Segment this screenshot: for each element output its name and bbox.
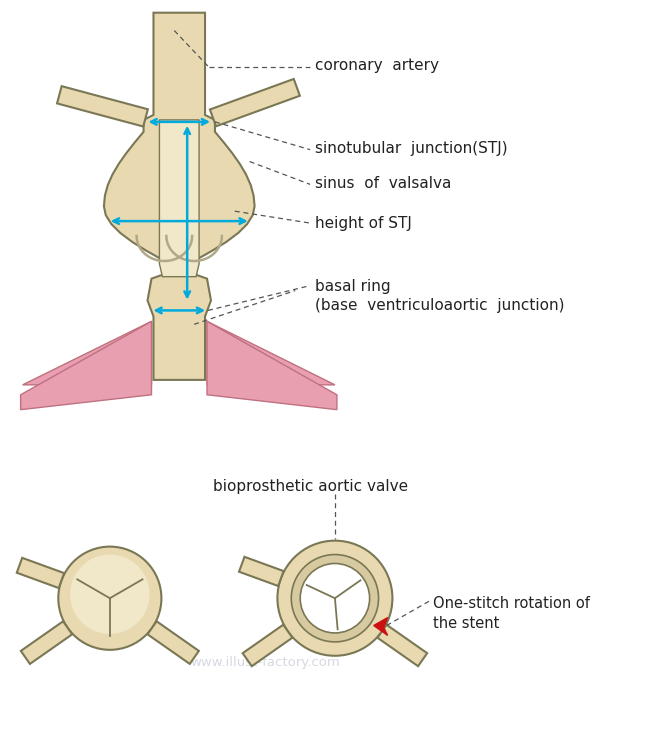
Polygon shape bbox=[207, 322, 335, 385]
Circle shape bbox=[291, 555, 378, 642]
Text: sinus  of  valsalva: sinus of valsalva bbox=[315, 176, 452, 191]
Circle shape bbox=[58, 547, 161, 650]
Polygon shape bbox=[207, 322, 337, 409]
Text: height of STJ: height of STJ bbox=[315, 216, 412, 230]
Polygon shape bbox=[104, 12, 255, 380]
Circle shape bbox=[300, 564, 370, 633]
Polygon shape bbox=[374, 618, 387, 635]
Text: coronary  artery: coronary artery bbox=[315, 58, 439, 73]
Text: www.illust-factory.com: www.illust-factory.com bbox=[190, 656, 341, 669]
Polygon shape bbox=[159, 120, 199, 276]
Polygon shape bbox=[57, 86, 148, 126]
Circle shape bbox=[278, 541, 393, 656]
Polygon shape bbox=[378, 625, 427, 666]
Text: basal ring
(base  ventriculoaortic  junction): basal ring (base ventriculoaortic juncti… bbox=[315, 279, 565, 314]
Text: One-stitch rotation of
the stent: One-stitch rotation of the stent bbox=[433, 596, 590, 631]
Polygon shape bbox=[239, 557, 283, 586]
Text: www.illust-factory.com: www.illust-factory.com bbox=[94, 349, 244, 362]
Polygon shape bbox=[21, 621, 72, 664]
Text: bioprosthetic aortic valve: bioprosthetic aortic valve bbox=[213, 479, 408, 493]
Circle shape bbox=[70, 555, 150, 634]
Polygon shape bbox=[17, 558, 64, 588]
Text: sinotubular  junction(STJ): sinotubular junction(STJ) bbox=[315, 141, 508, 156]
Polygon shape bbox=[242, 625, 292, 666]
Polygon shape bbox=[148, 621, 199, 664]
Polygon shape bbox=[21, 322, 151, 409]
Polygon shape bbox=[210, 79, 300, 126]
Polygon shape bbox=[23, 322, 151, 385]
